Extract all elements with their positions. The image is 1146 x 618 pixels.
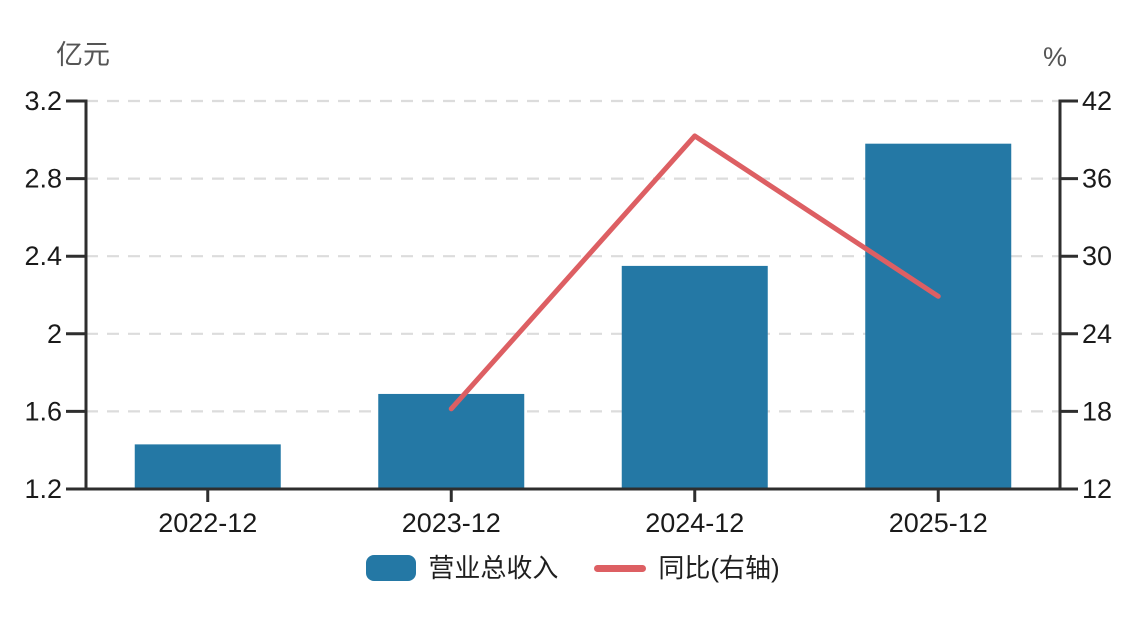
left-axis-tick-label: 2.4 — [24, 241, 62, 271]
right-axis-unit-label: % — [1043, 42, 1068, 72]
bar-2025-12 — [865, 143, 1012, 489]
legend-label-yoy: 同比(右轴) — [658, 553, 780, 583]
legend-item-yoy[interactable]: 同比(右轴) — [594, 553, 780, 583]
x-axis-category-label: 2025-12 — [889, 508, 988, 538]
chart-legend: 营业总收入 同比(右轴) — [0, 548, 1146, 588]
right-axis-tick-label: 18 — [1082, 396, 1112, 426]
left-axis-tick-label: 1.6 — [24, 396, 62, 426]
right-axis-tick-label: 30 — [1082, 241, 1112, 271]
x-axis-category-label: 2022-12 — [158, 508, 257, 538]
left-axis-tick-label: 2.8 — [24, 164, 62, 194]
x-axis-category-label: 2024-12 — [645, 508, 744, 538]
legend-item-revenue[interactable]: 营业总收入 — [366, 555, 558, 581]
combo-chart-canvas: 3.2 2.8 2.4 2 1.6 1.2 42 36 30 24 18 12 2022-12 2023-… — [24, 86, 1112, 538]
right-axis-tick-label: 12 — [1082, 474, 1112, 504]
bar-2024-12 — [621, 265, 768, 489]
bar-2022-12 — [134, 444, 281, 489]
left-axis-tick-label: 1.2 — [24, 474, 62, 504]
x-axis-category-label: 2023-12 — [402, 508, 501, 538]
legend-label-revenue: 营业总收入 — [428, 553, 559, 583]
yoy-line-swatch-icon — [594, 564, 647, 572]
left-axis-tick-label: 3.2 — [24, 86, 62, 116]
right-axis-tick-label: 24 — [1082, 319, 1112, 349]
right-axis-tick-label: 42 — [1082, 86, 1112, 116]
right-axis-tick-label: 36 — [1082, 164, 1112, 194]
yoy-line — [448, 133, 941, 412]
left-axis-tick-label: 2 — [47, 319, 62, 349]
revenue-bar-swatch-icon — [366, 555, 417, 581]
left-axis-unit-label: 亿元 — [56, 40, 110, 70]
